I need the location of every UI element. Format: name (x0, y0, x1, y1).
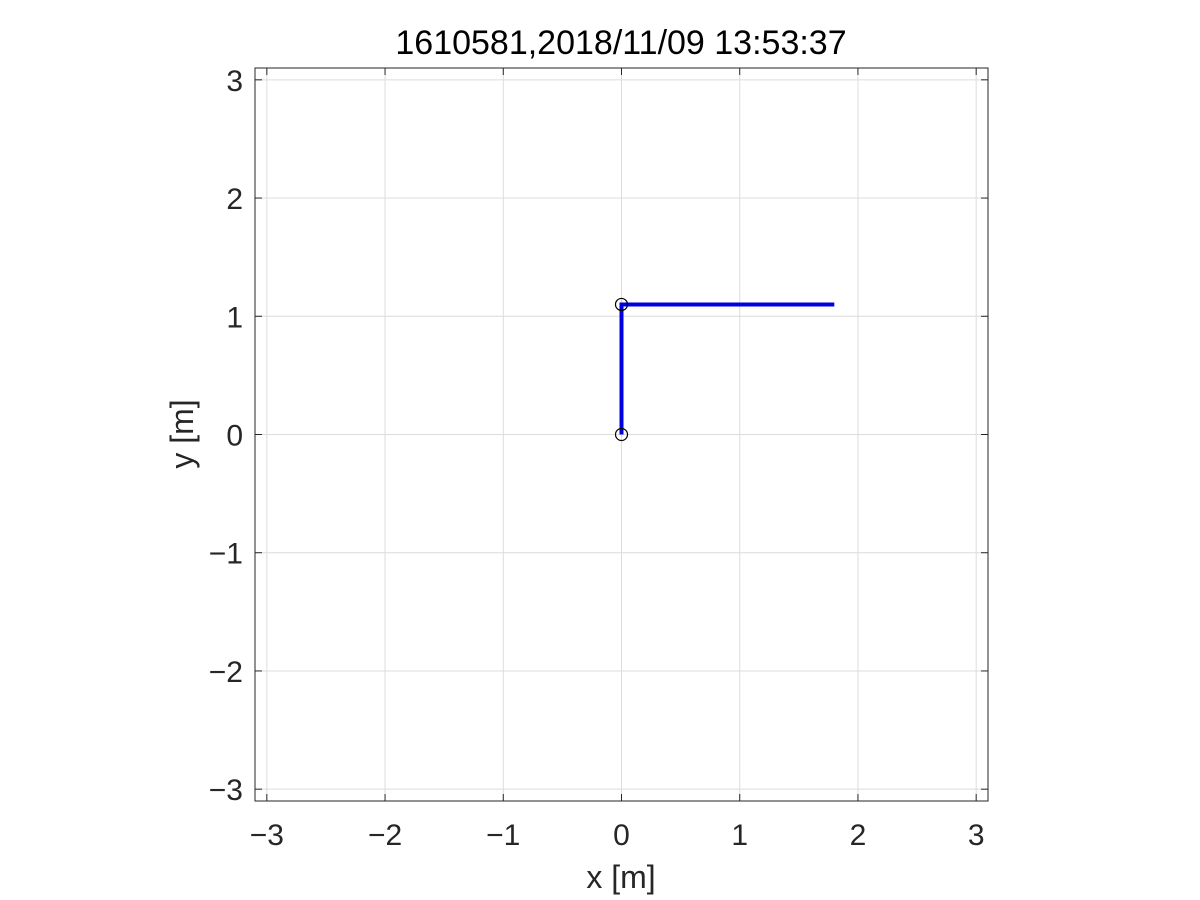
y-axis-label: y [m] (164, 399, 200, 468)
x-tick-label: 0 (613, 819, 630, 852)
y-tick-label: 1 (226, 301, 243, 334)
y-tick-labels: −3 −2 −1 0 1 2 3 (209, 65, 243, 807)
chart-title: 1610581,2018/11/09 13:53:37 (395, 24, 846, 62)
waypoint-marker (614, 427, 629, 442)
waypoint-marker (614, 297, 629, 312)
y-tick-label: −1 (209, 538, 243, 571)
y-tick-label: −3 (209, 774, 243, 807)
x-tick-label: −1 (486, 819, 520, 852)
x-tick-label: 2 (850, 819, 867, 852)
x-tick-label: 3 (968, 819, 985, 852)
series-layer (619, 302, 835, 435)
ticks (255, 68, 988, 801)
x-tick-label: −2 (368, 819, 402, 852)
x-axis-label: x [m] (586, 859, 655, 895)
y-tick-label: −2 (209, 656, 243, 689)
marker-layer (614, 297, 629, 442)
x-tick-labels: −3 −2 −1 0 1 2 3 (250, 819, 985, 852)
y-tick-label: 3 (226, 65, 243, 98)
x-tick-label: −3 (250, 819, 284, 852)
y-tick-label: 0 (226, 420, 243, 453)
x-tick-label: 1 (731, 819, 748, 852)
trajectory-line (619, 302, 835, 435)
y-tick-label: 2 (226, 183, 243, 216)
